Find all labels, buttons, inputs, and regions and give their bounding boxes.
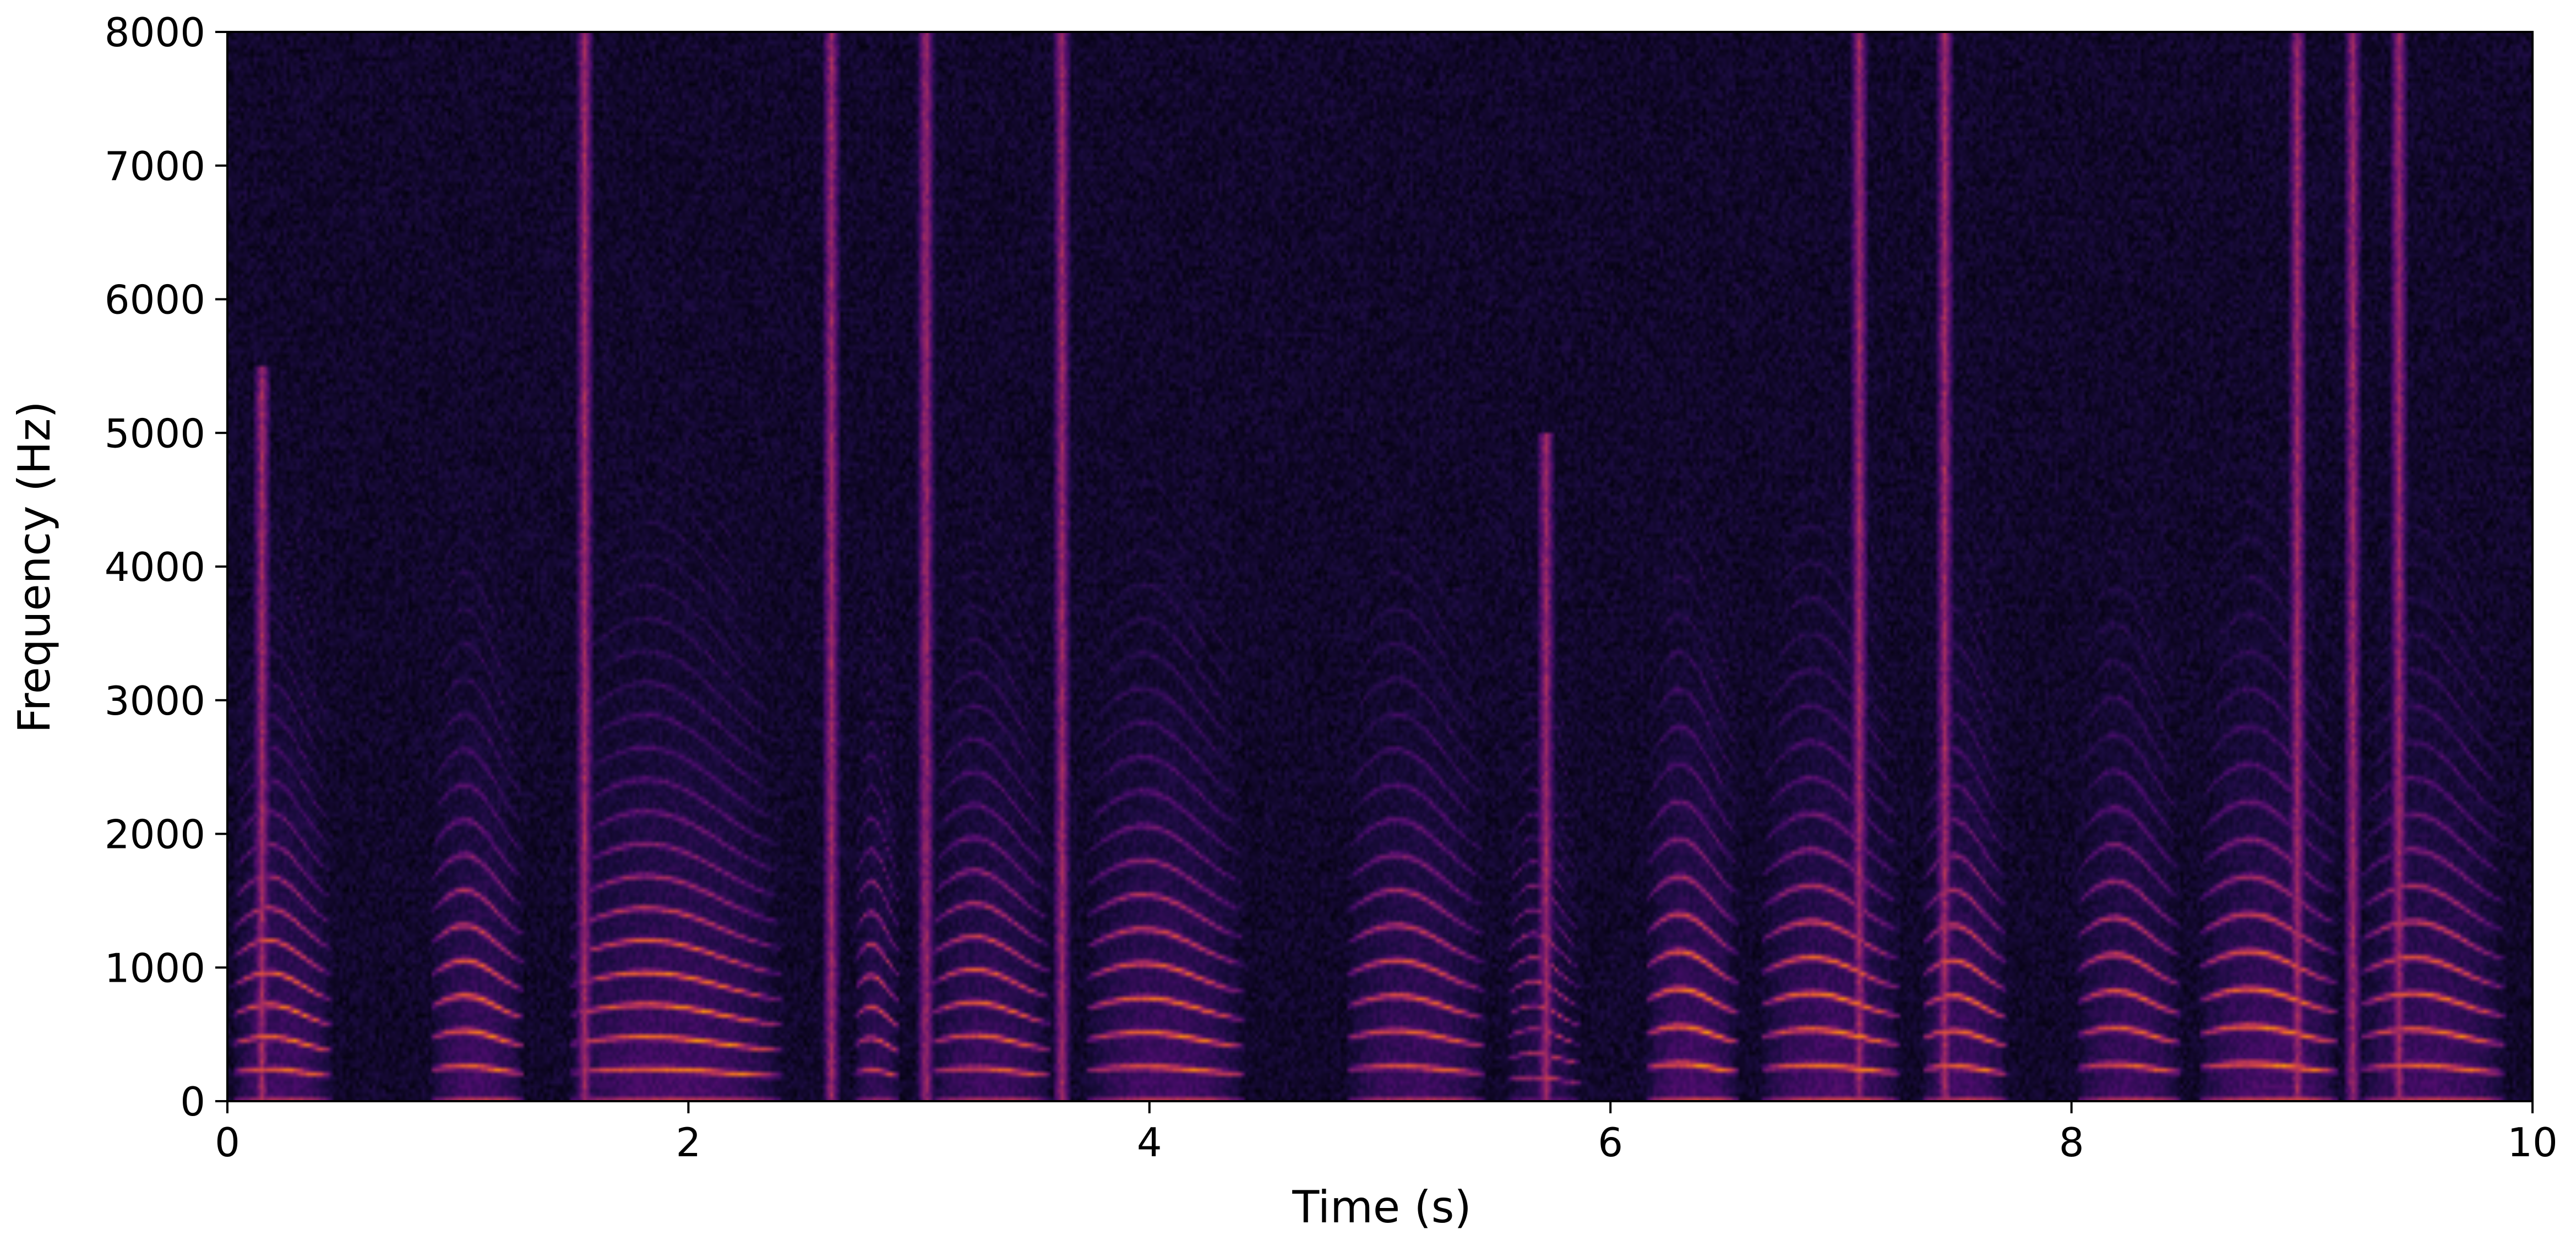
axes: 0 2 4 6 8 10 0 1000 2000 3000 4000 5000 6000 7000 8000 bbox=[105, 9, 2558, 1166]
y-tick-label: 2000 bbox=[105, 812, 205, 858]
y-tick-label: 0 bbox=[180, 1079, 205, 1125]
x-axis-label: Time (s) bbox=[1292, 1182, 1471, 1233]
x-tick-label: 2 bbox=[676, 1119, 701, 1166]
spectrogram-heatmap bbox=[227, 32, 2533, 1101]
y-tick-label: 5000 bbox=[105, 410, 205, 456]
x-tick-label: 6 bbox=[1598, 1119, 1623, 1166]
y-tick-label: 6000 bbox=[105, 277, 205, 323]
y-tick-label: 4000 bbox=[105, 544, 205, 590]
x-tick-label: 8 bbox=[2059, 1119, 2084, 1166]
y-axis-label: Frequency (Hz) bbox=[9, 401, 60, 733]
y-tick-label: 7000 bbox=[105, 143, 205, 189]
plot-area bbox=[227, 32, 2533, 1101]
y-tick-label: 1000 bbox=[105, 945, 205, 991]
x-tick-label: 0 bbox=[215, 1119, 240, 1166]
y-tick-label: 3000 bbox=[105, 678, 205, 724]
y-tick-label: 8000 bbox=[105, 9, 205, 56]
x-tick-label: 4 bbox=[1137, 1119, 1162, 1166]
x-tick-label: 10 bbox=[2507, 1119, 2558, 1166]
